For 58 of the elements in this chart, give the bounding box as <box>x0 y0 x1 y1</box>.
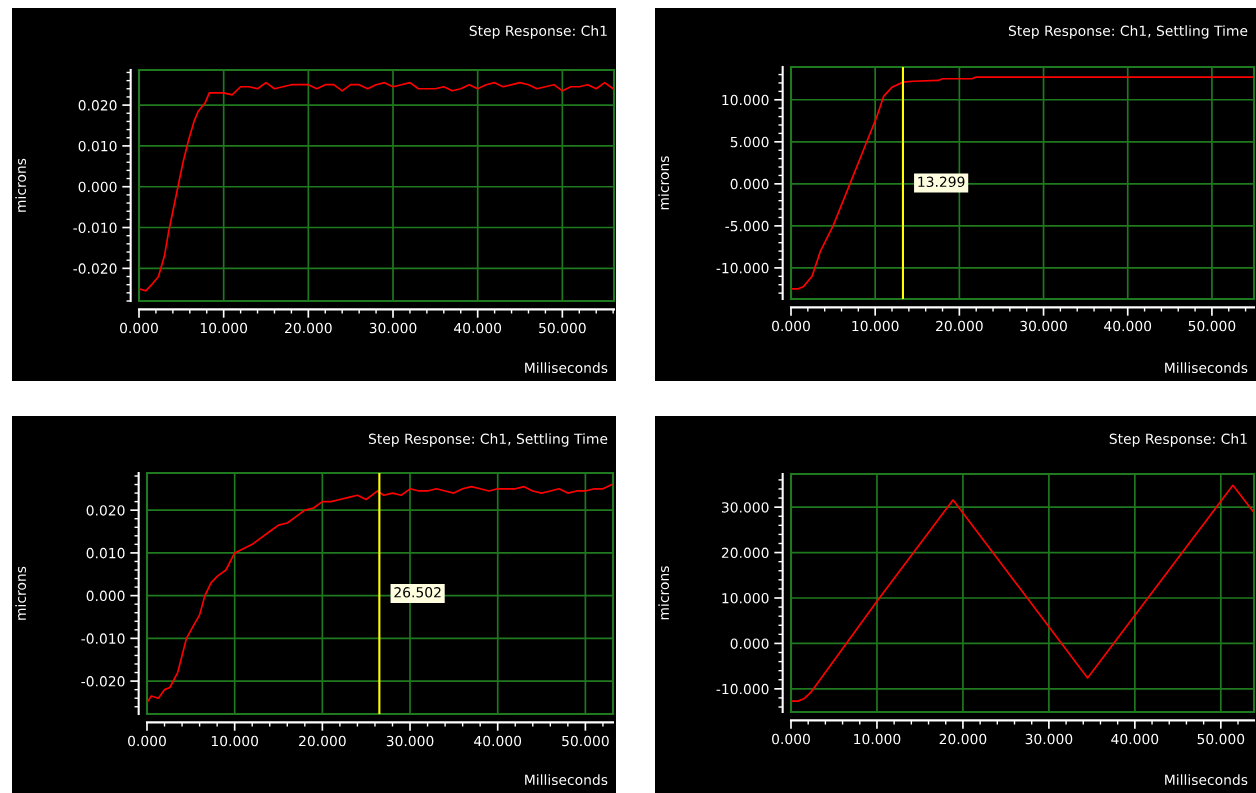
y-tick-label: 0.020 <box>86 505 125 516</box>
y-tick-label: 5.000 <box>730 136 769 148</box>
y-tick-label: -0.020 <box>73 263 117 274</box>
x-tick-label: 10.000 <box>854 733 901 745</box>
x-tick-label: 20.000 <box>936 320 983 332</box>
y-axis-title: microns <box>658 156 670 210</box>
y-tick-label: 0.000 <box>730 638 769 649</box>
y-tick-label: -5.000 <box>725 220 769 232</box>
ref-line-label: 13.299 <box>918 176 965 188</box>
x-tick-label: 0.000 <box>772 320 810 332</box>
x-tick-label: 0.000 <box>120 322 158 334</box>
x-tick-label: 20.000 <box>285 322 332 334</box>
y-tick-label: -0.010 <box>73 222 117 234</box>
x-axis-title: Milliseconds <box>1165 774 1248 786</box>
x-tick-label: 0.000 <box>128 735 166 747</box>
y-tick-label: -0.020 <box>81 676 125 687</box>
x-tick-label: 40.000 <box>474 735 522 747</box>
x-tick-label: 10.000 <box>211 735 259 747</box>
y-tick-label: 0.010 <box>78 140 117 152</box>
x-tick-label: 40.000 <box>454 322 502 334</box>
x-tick-label: 50.000 <box>1188 320 1236 332</box>
x-tick-label: 50.000 <box>1197 733 1245 745</box>
y-tick-label: -10.000 <box>716 262 769 274</box>
x-tick-label: 40.000 <box>1104 320 1152 332</box>
y-tick-label: 0.000 <box>730 178 769 190</box>
x-tick-label: 30.000 <box>386 735 434 747</box>
y-tick-label: -10.000 <box>716 683 769 695</box>
y-tick-label: 20.000 <box>721 547 769 559</box>
y-axis-title: microns <box>15 158 27 212</box>
ref-line-label: 26.502 <box>394 587 441 598</box>
x-tick-label: 20.000 <box>299 735 346 747</box>
x-tick-label: 10.000 <box>200 322 248 334</box>
x-axis-title: Milliseconds <box>525 774 608 786</box>
y-tick-label: 30.000 <box>721 502 769 513</box>
y-tick-label: 0.000 <box>86 590 125 602</box>
chart-title: Step Response: Ch1, Settling Time <box>1008 25 1248 39</box>
chart-title: Step Response: Ch1 <box>1109 433 1247 447</box>
x-tick-label: 50.000 <box>539 322 586 334</box>
x-tick-label: 10.000 <box>852 320 899 332</box>
x-tick-label: 20.000 <box>939 733 987 745</box>
y-axis-title: microns <box>658 566 670 620</box>
x-tick-label: 40.000 <box>1111 733 1159 745</box>
x-tick-label: 30.000 <box>369 322 417 334</box>
x-tick-label: 0.000 <box>772 733 810 745</box>
x-tick-label: 30.000 <box>1025 733 1073 745</box>
y-tick-label: -0.010 <box>81 633 125 644</box>
y-tick-label: 10.000 <box>722 94 769 106</box>
y-tick-label: 0.010 <box>86 547 125 559</box>
y-axis-title: microns <box>15 566 27 620</box>
x-tick-label: 50.000 <box>562 735 609 747</box>
y-tick-label: 0.000 <box>78 181 117 193</box>
chart-title: Step Response: Ch1, Settling Time <box>368 433 608 447</box>
x-tick-label: 30.000 <box>1020 320 1067 332</box>
x-axis-title: Milliseconds <box>1165 362 1248 374</box>
chart-title: Step Response: Ch1 <box>469 25 607 39</box>
y-tick-label: 10.000 <box>722 592 769 604</box>
y-tick-label: 0.020 <box>78 100 117 111</box>
x-axis-title: Milliseconds <box>525 362 608 374</box>
